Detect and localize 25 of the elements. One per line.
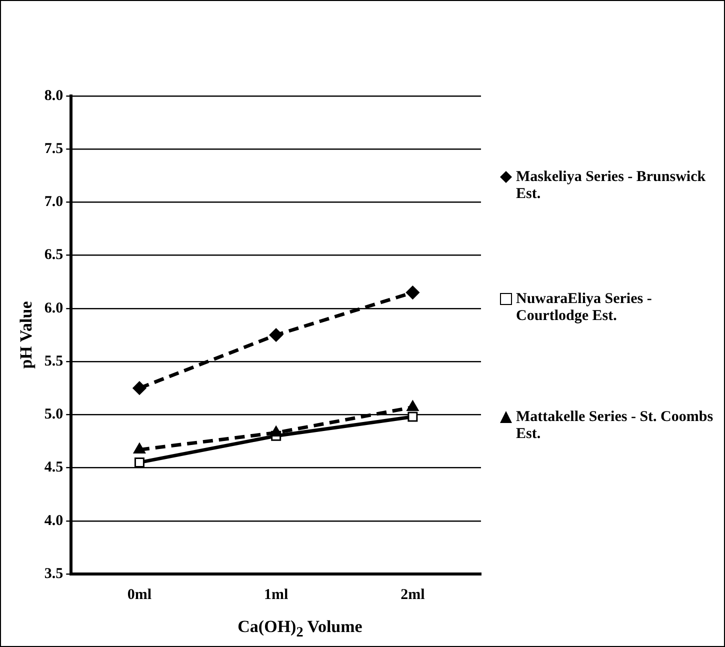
x-tick-label: 0ml bbox=[127, 586, 152, 603]
y-tick-label: 5.5 bbox=[44, 353, 64, 370]
legend-label: Maskeliya Series - Brunswick Est. bbox=[515, 169, 707, 203]
point bbox=[269, 328, 283, 342]
y-tick-label: 5.0 bbox=[44, 406, 64, 423]
y-tick-label: 4.0 bbox=[44, 512, 64, 529]
y-tick-label: 6.0 bbox=[44, 300, 64, 316]
point bbox=[408, 412, 418, 422]
x-tick-label: 1ml bbox=[264, 586, 288, 603]
legend-label: Mattakelle Series - St. Coombs Est. bbox=[515, 409, 714, 443]
y-tick-label: 4.5 bbox=[44, 460, 64, 476]
point bbox=[406, 400, 419, 411]
x-tick-label: 2ml bbox=[400, 586, 425, 603]
y-tick-label: 6.5 bbox=[44, 247, 64, 264]
y-tick-label: 7.5 bbox=[44, 140, 64, 157]
legend-label: NuwaraEliya Series - Courtlodge Est. bbox=[515, 291, 653, 325]
x-axis-title: Ca(OH)$_{2}$ Volume bbox=[236, 617, 364, 642]
point bbox=[406, 286, 420, 300]
point bbox=[134, 457, 144, 468]
y-tick-label: 7.0 bbox=[44, 194, 64, 210]
point bbox=[132, 381, 146, 395]
y-tick-label: 3.5 bbox=[44, 566, 64, 582]
point bbox=[134, 442, 146, 454]
y-tick-label: 8.0 bbox=[44, 88, 64, 104]
y-axis-title: pH Value bbox=[16, 300, 36, 369]
